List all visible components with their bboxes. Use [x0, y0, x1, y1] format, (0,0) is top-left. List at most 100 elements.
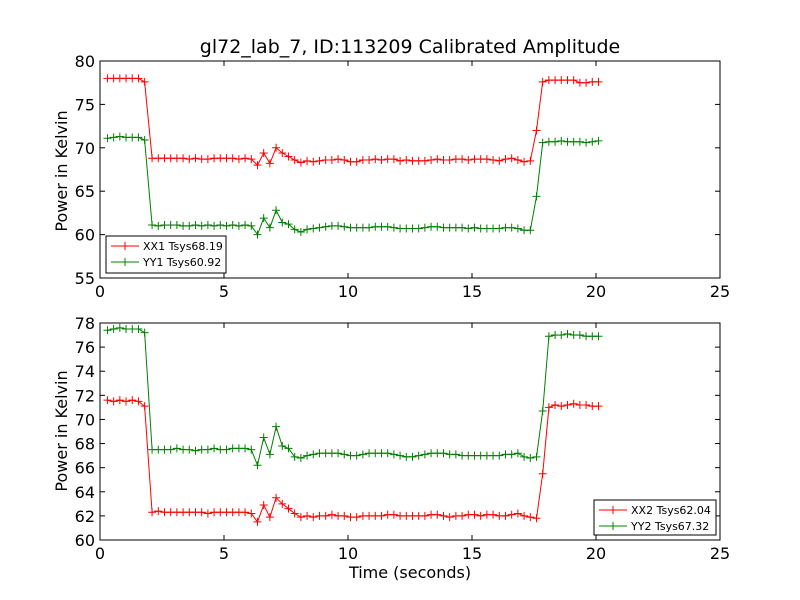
top-y-tick-label: 65 — [75, 182, 95, 201]
top-series-2-point — [115, 132, 124, 141]
top-series-1-point — [501, 155, 510, 164]
bottom-series-2-point — [284, 444, 293, 453]
bottom-legend-box — [593, 499, 717, 536]
top-series-2-point — [185, 221, 194, 230]
top-series-2-point — [272, 206, 281, 215]
bottom-series-1-point — [352, 513, 361, 522]
top-series-2-point — [234, 221, 243, 230]
top-series-1-point — [427, 155, 436, 164]
top-series-line-2 — [107, 135, 599, 236]
top-series-1-point — [538, 77, 547, 86]
bottom-series-1-point — [340, 511, 349, 520]
top-series-1-point — [340, 155, 349, 164]
bottom-series-2-point — [396, 451, 405, 460]
top-series-1-point — [278, 149, 287, 158]
bottom-y-tick-label: 74 — [75, 362, 95, 381]
top-x-tick-label: 0 — [95, 282, 105, 301]
top-y-tick-label: 55 — [75, 269, 95, 288]
bottom-series-1-point — [303, 511, 312, 520]
bottom-series-2-point — [278, 441, 287, 450]
bottom-series-1-point — [122, 397, 131, 406]
top-series-1-point — [327, 155, 336, 164]
top-series-1-point — [482, 155, 491, 164]
bottom-plot: 0 5 10 15 20 25 60 62 64 66 68 70 72 74 76 78 XX2 Tsys62… — [75, 314, 731, 563]
top-series-1-point — [284, 152, 293, 161]
top-y-tick-label: 60 — [75, 226, 95, 245]
top-y-tick-label: 80 — [75, 52, 95, 71]
top-plot: 0 5 10 15 20 25 55 60 65 70 75 80 XX1 Tsys68.19 YY1 T… — [75, 52, 731, 301]
top-series-1-point — [594, 77, 603, 86]
bottom-series-1-point — [458, 511, 467, 520]
bottom-series-1-point — [501, 511, 510, 520]
bottom-series-2-point — [594, 332, 603, 341]
bottom-series-2-point — [115, 323, 124, 332]
top-series-1-point — [303, 156, 312, 165]
bottom-series-2-point — [495, 451, 504, 460]
bottom-series-2-point — [185, 445, 194, 454]
top-series-2-point — [340, 222, 349, 231]
top-series-1-point — [526, 156, 535, 165]
top-series-2-point — [191, 221, 200, 230]
top-series-1-point — [458, 155, 467, 164]
bottom-series-1-point — [445, 513, 454, 522]
top-series-2-point — [197, 221, 206, 230]
top-series-2-point — [148, 221, 157, 230]
bottom-series-2-point — [303, 451, 312, 460]
top-series-1-point — [134, 74, 143, 83]
top-series-2-point — [575, 137, 584, 146]
top-series-1-point — [371, 155, 380, 164]
top-series-1-point — [185, 155, 194, 164]
top-series-2-point — [259, 214, 268, 223]
bottom-series-2-point — [520, 452, 529, 461]
top-series-2-point — [290, 225, 299, 234]
bottom-legend-marker-2 — [609, 522, 617, 530]
top-series-1-point — [402, 155, 411, 164]
bottom-series-1-point — [433, 510, 442, 519]
bottom-series-2-point — [439, 449, 448, 458]
bottom-series-1-point — [538, 469, 547, 478]
bottom-series-1-point — [582, 400, 591, 409]
top-series-2-point — [464, 224, 473, 233]
top-x-tick-label: 15 — [462, 282, 482, 301]
top-series-1-point — [234, 155, 243, 164]
top-series-2-point — [134, 133, 143, 142]
bottom-series-2-point — [191, 446, 200, 455]
bottom-series-1-point — [439, 511, 448, 520]
top-series-1-point — [247, 155, 256, 164]
bottom-series-2-point — [103, 326, 112, 335]
top-series-2-point — [433, 222, 442, 231]
bottom-series-2-point — [290, 452, 299, 461]
top-legend-label-1: XX1 Tsys68.19 — [143, 240, 223, 253]
bottom-series-2-point — [563, 329, 572, 338]
top-series-1-point — [296, 158, 305, 167]
bottom-series-2-point — [389, 450, 398, 459]
top-series-2-point — [247, 221, 256, 230]
bottom-series-1-point — [389, 510, 398, 519]
top-series-2-point — [228, 221, 237, 230]
bottom-series-2-point — [513, 449, 522, 458]
bottom-series-1-point — [103, 396, 112, 405]
top-series-2-point — [203, 221, 212, 230]
bottom-series-1-point — [253, 517, 262, 526]
top-legend: XX1 Tsys68.19 YY1 Tsys60.92 — [105, 235, 227, 274]
bottom-series-2-point — [222, 445, 231, 454]
top-series-1-point — [290, 155, 299, 164]
top-series-1-point — [179, 154, 188, 163]
bottom-series-1-point — [203, 509, 212, 518]
bottom-y-tick-label: 68 — [75, 435, 95, 454]
bottom-x-tick-label: 10 — [338, 544, 358, 563]
bottom-series-2-point — [414, 451, 423, 460]
top-series-1-point — [445, 155, 454, 164]
bottom-series-2-point — [241, 444, 250, 453]
top-series-1-point — [191, 154, 200, 163]
bottom-series-2-point — [265, 450, 274, 459]
top-series-1-point — [489, 155, 498, 164]
bottom-series-1-point — [594, 402, 603, 411]
bottom-series-1-point — [296, 513, 305, 522]
bottom-y-tick-label: 70 — [75, 410, 95, 429]
top-series-2-point — [532, 192, 541, 201]
top-series-1-point — [495, 156, 504, 165]
bottom-series-2-point — [166, 445, 175, 454]
top-series-1-point — [532, 126, 541, 135]
